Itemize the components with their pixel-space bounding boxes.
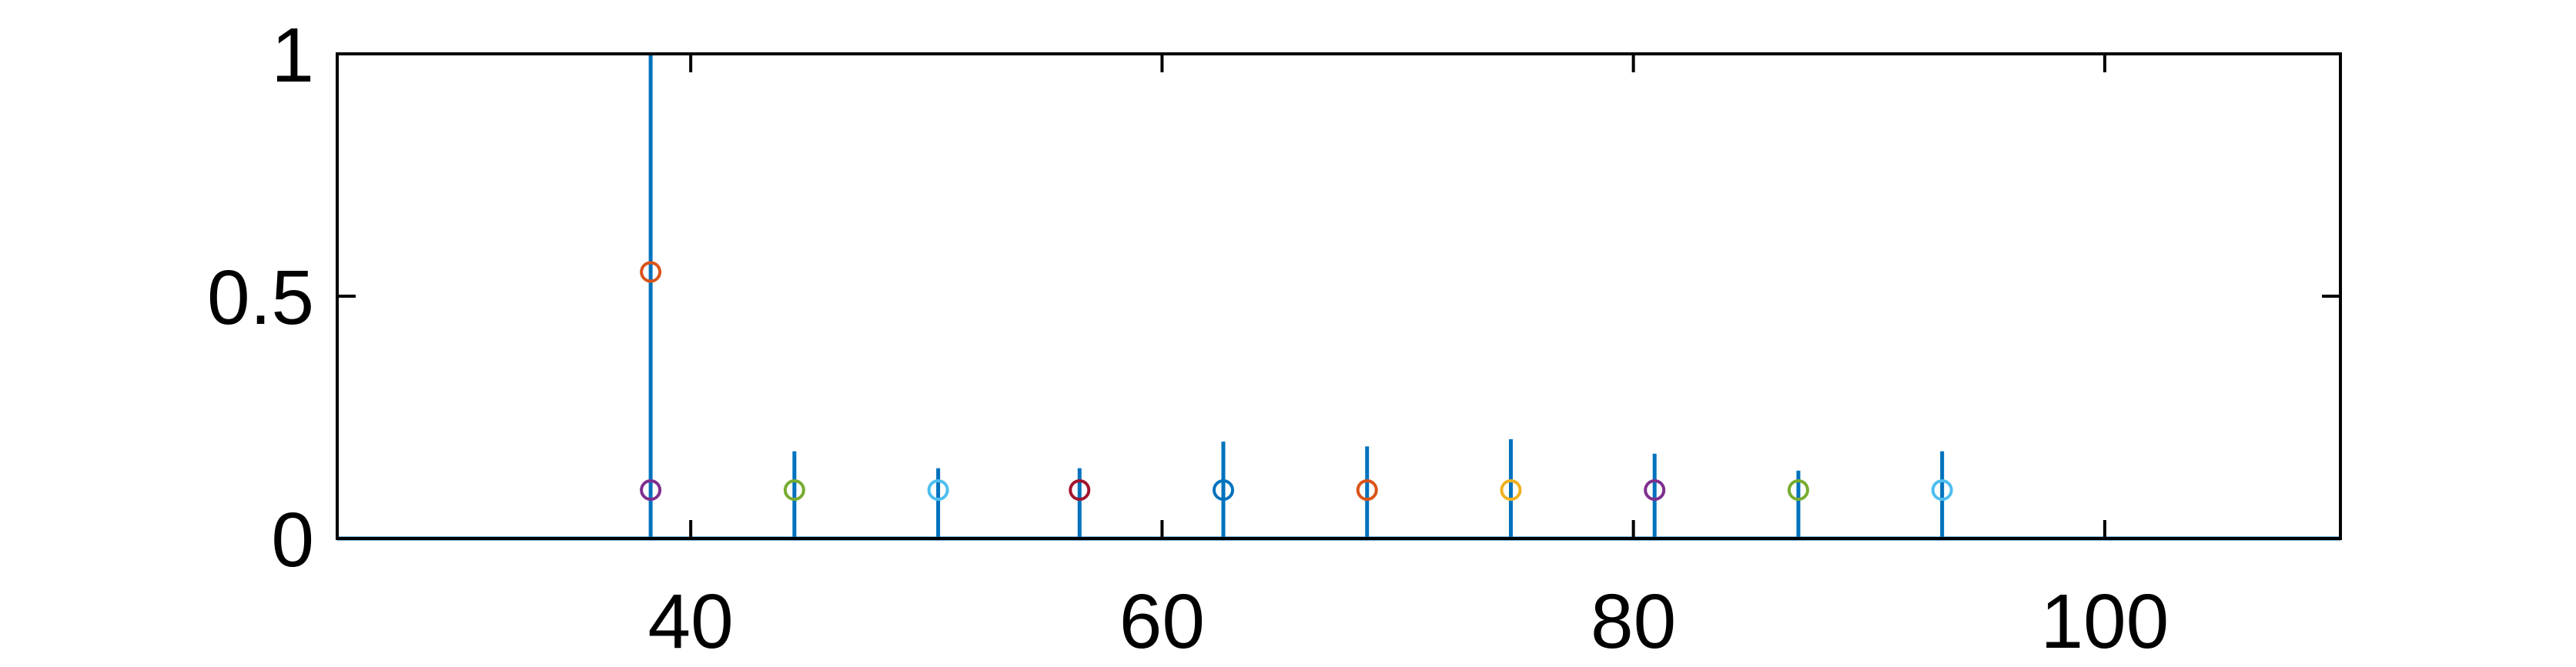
data-point-marker bbox=[1356, 479, 1378, 501]
x-tick-label: 100 bbox=[2040, 579, 2169, 665]
x-tick-label: 60 bbox=[1119, 579, 1205, 665]
y-tick-label: 1 bbox=[271, 12, 314, 98]
y-tick-label: 0.5 bbox=[207, 255, 314, 341]
data-point-marker bbox=[1500, 479, 1522, 501]
y-tick-label: 0 bbox=[271, 497, 314, 583]
data-point-marker bbox=[640, 261, 662, 283]
labels-layer: 40 60 80 100 0 0.5 1 bbox=[207, 12, 2169, 665]
data-point-marker bbox=[1069, 479, 1091, 501]
data-point-marker bbox=[783, 479, 805, 501]
data-point-marker bbox=[927, 479, 949, 501]
stems-layer bbox=[648, 54, 1945, 539]
data-point-marker bbox=[1213, 479, 1235, 501]
data-point-marker bbox=[1787, 479, 1809, 501]
markers-layer bbox=[640, 261, 1953, 501]
axes-box bbox=[336, 52, 2342, 540]
data-point-marker bbox=[1644, 479, 1666, 501]
data-point-marker bbox=[1931, 479, 1953, 501]
data-point-marker bbox=[640, 479, 662, 501]
ticks-layer bbox=[337, 52, 2340, 540]
x-tick-label: 80 bbox=[1591, 579, 1676, 665]
x-tick-label: 40 bbox=[648, 579, 734, 665]
